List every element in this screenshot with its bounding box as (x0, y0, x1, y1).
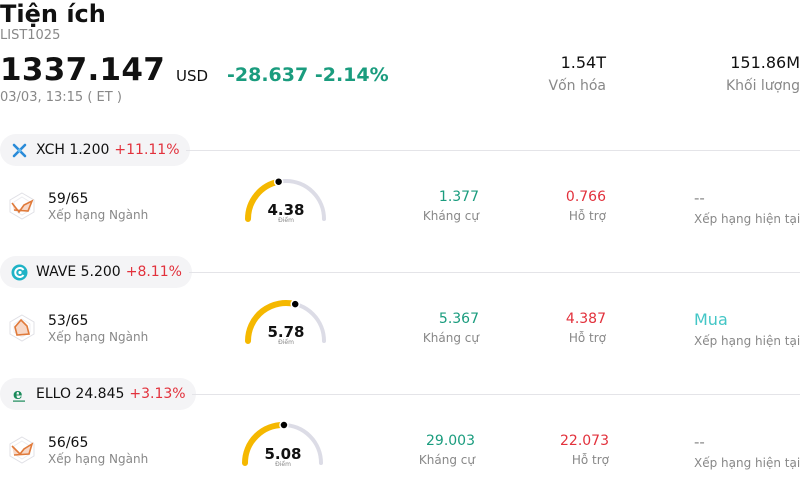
sector-rank-label: Xếp hạng Ngành (48, 452, 149, 466)
price-change: -28.637 -2.14% (227, 64, 389, 86)
gauge-needle-dot (279, 420, 289, 430)
score-value: 5.78 (267, 323, 305, 341)
gauge-needle-dot (273, 176, 284, 187)
sector-rank-icon (9, 314, 35, 342)
volume-label: Khối lượng (725, 78, 800, 94)
current-rating-value: -- (694, 433, 705, 451)
resistance-label: Kháng cự (418, 453, 475, 467)
score-label: Điểm (278, 339, 294, 346)
stock-chip[interactable]: e ELLO 24.845 +3.13% (0, 378, 196, 410)
resistance-value: 29.003 (426, 433, 475, 449)
current-rating-label: Xếp hạng hiện tại (694, 334, 800, 348)
stock-chip[interactable]: XCH 1.200 +11.11% (0, 134, 190, 166)
resistance-value: 5.367 (438, 311, 479, 327)
resistance-label: Kháng cự (422, 209, 479, 223)
current-rating-label: Xếp hạng hiện tại (694, 212, 800, 226)
timestamp: 03/03, 13:15 ( ET ) (0, 90, 122, 105)
market-cap-value: 1.54T (560, 53, 606, 72)
resistance-label: Kháng cự (422, 331, 479, 345)
support-label: Hỗ trợ (571, 453, 609, 467)
sector-rank-value: 59/65 (48, 191, 89, 207)
wave-logo-icon (11, 264, 28, 281)
score-gauge (245, 299, 326, 344)
gauge-fill (245, 300, 299, 344)
stock-chip[interactable]: WAVE 5.200 +8.11% (0, 256, 192, 288)
stock-symbol-price: WAVE 5.200 (36, 264, 121, 280)
market-cap-label: Vốn hóa (548, 78, 606, 94)
sector-rank-icon (9, 192, 35, 220)
stock-change-percent: +3.13% (129, 386, 186, 402)
sector-rank-label: Xếp hạng Ngành (48, 330, 149, 344)
score-label: Điểm (275, 461, 291, 468)
svg-text:e: e (13, 386, 23, 403)
divider (189, 272, 800, 273)
stock-symbol-price: XCH 1.200 (36, 142, 110, 158)
support-value: 22.073 (560, 433, 609, 449)
gauge-fill (242, 422, 287, 466)
price-currency: USD (176, 67, 209, 85)
current-rating-value: Mua (694, 310, 728, 329)
divider (192, 394, 800, 395)
stock-change-percent: +8.11% (125, 264, 182, 280)
score-value: 5.08 (264, 445, 302, 463)
volume-value: 151.86M (730, 53, 800, 72)
gauge-needle-dot (290, 299, 300, 309)
stock-symbol-price: ELLO 24.845 (36, 386, 125, 402)
ello-logo-icon: e (11, 386, 28, 403)
index-price: 1337.147 (0, 52, 166, 88)
sector-rank-value: 53/65 (48, 313, 89, 329)
score-value: 4.38 (267, 201, 305, 219)
stock-change-percent: +11.11% (114, 142, 180, 158)
price-change-percent: -2.14% (314, 64, 389, 86)
resistance-value: 1.377 (438, 189, 479, 205)
xch-logo-icon (11, 142, 28, 159)
sector-rank-label: Xếp hạng Ngành (48, 208, 149, 222)
support-value: 0.766 (565, 189, 606, 205)
support-label: Hỗ trợ (568, 331, 606, 345)
page-title: Tiện ích (0, 0, 106, 28)
support-label: Hỗ trợ (568, 209, 606, 223)
support-value: 4.387 (565, 311, 606, 327)
current-rating-label: Xếp hạng hiện tại (694, 456, 800, 470)
gauge-fill (245, 178, 282, 222)
current-rating-value: -- (694, 189, 705, 207)
sector-rank-icon (9, 436, 35, 464)
score-gauge (245, 176, 326, 222)
price-change-value: -28.637 (227, 64, 309, 86)
sector-rank-value: 56/65 (48, 435, 89, 451)
divider (186, 150, 800, 151)
score-gauge (242, 420, 323, 466)
index-code: LIST1025 (0, 28, 61, 43)
score-label: Điểm (278, 217, 294, 224)
